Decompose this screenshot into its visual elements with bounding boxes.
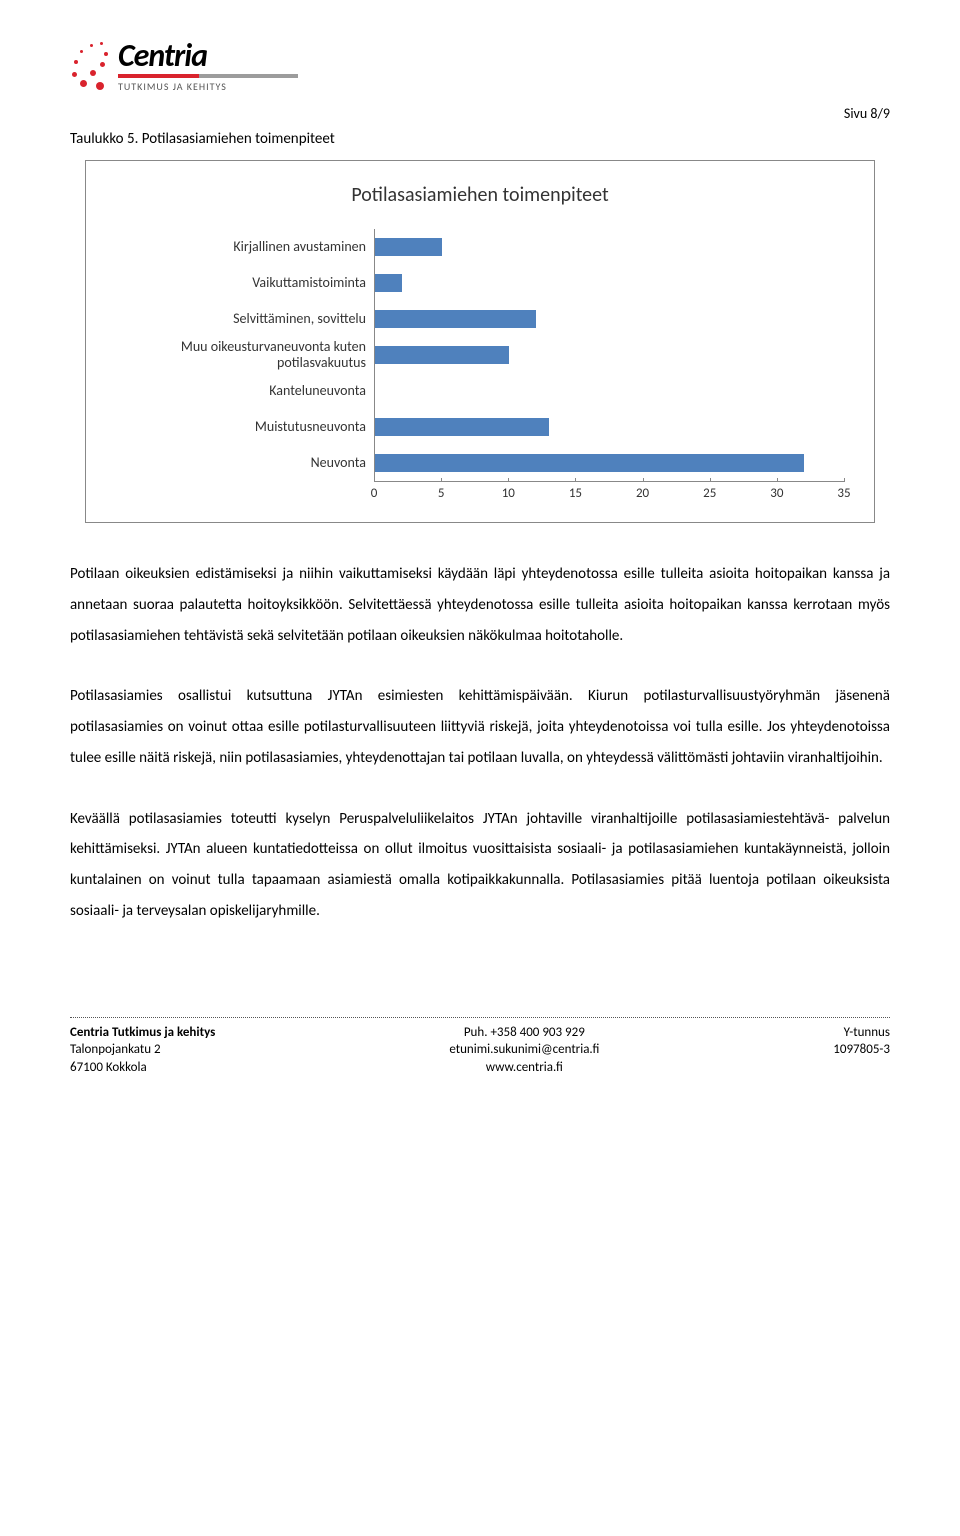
chart-bar-track bbox=[374, 265, 844, 301]
body-text-container: Potilaan oikeuksien edistämiseksi ja nii… bbox=[70, 559, 890, 927]
chart-bar bbox=[375, 274, 402, 292]
logo-name: Centria bbox=[118, 40, 298, 72]
chart-bar-track bbox=[374, 337, 844, 373]
chart-tick-label: 25 bbox=[703, 486, 716, 501]
chart-row: Muistutusneuvonta bbox=[124, 409, 844, 445]
footer-org: Centria Tutkimus ja kehitys bbox=[70, 1024, 215, 1042]
chart-x-axis: 05101520253035 bbox=[124, 481, 844, 502]
chart-row: Muu oikeusturvaneuvonta kuten potilasvak… bbox=[124, 337, 844, 373]
chart-bar bbox=[375, 454, 804, 472]
footer-addr1: Talonpojankatu 2 bbox=[70, 1041, 215, 1059]
chart-container: Potilasasiamiehen toimenpiteet Kirjallin… bbox=[85, 160, 875, 523]
chart-bar-track bbox=[374, 229, 844, 265]
chart-bar bbox=[375, 238, 442, 256]
chart-tick-label: 10 bbox=[502, 486, 515, 501]
chart-category-label: Vaikuttamistoiminta bbox=[124, 275, 374, 291]
chart-title: Potilasasiamiehen toimenpiteet bbox=[116, 183, 844, 207]
chart-plot-area: Kirjallinen avustaminen Vaikuttamistoimin… bbox=[124, 229, 844, 502]
footer-right: Y-tunnus 1097805-3 bbox=[833, 1024, 890, 1077]
footer-left: Centria Tutkimus ja kehitys Talonpojanka… bbox=[70, 1024, 215, 1077]
footer-email: etunimi.sukunimi@centria.fi bbox=[449, 1041, 599, 1059]
chart-row: Kirjallinen avustaminen bbox=[124, 229, 844, 265]
chart-category-label: Muu oikeusturvaneuvonta kuten potilasvak… bbox=[124, 339, 374, 371]
chart-category-label: Kirjallinen avustaminen bbox=[124, 239, 374, 255]
chart-category-label: Muistutusneuvonta bbox=[124, 419, 374, 435]
footer-center: Puh. +358 400 903 929 etunimi.sukunimi@c… bbox=[449, 1024, 599, 1077]
header-logo: Centria TUTKIMUS JA KEHITYS bbox=[70, 40, 890, 93]
chart-tick-label: 5 bbox=[438, 486, 445, 501]
footer-web: www.centria.fi bbox=[449, 1059, 599, 1077]
chart-bar-track bbox=[374, 373, 844, 409]
chart-tick-label: 15 bbox=[569, 486, 582, 501]
chart-category-label: Selvittäminen, sovittelu bbox=[124, 311, 374, 327]
chart-row: Selvittäminen, sovittelu bbox=[124, 301, 844, 337]
chart-tick-label: 30 bbox=[770, 486, 783, 501]
page-number: Sivu 8/9 bbox=[70, 105, 890, 122]
chart-bar bbox=[375, 310, 536, 328]
footer-addr2: 67100 Kokkola bbox=[70, 1059, 215, 1077]
chart-bar-track bbox=[374, 409, 844, 445]
logo-separator bbox=[118, 74, 298, 78]
body-paragraph: Keväällä potilasasiamies toteutti kysely… bbox=[70, 804, 890, 927]
logo-text: Centria TUTKIMUS JA KEHITYS bbox=[118, 40, 298, 93]
body-paragraph: Potilaan oikeuksien edistämiseksi ja nii… bbox=[70, 559, 890, 651]
logo-mark bbox=[70, 40, 112, 90]
table-caption: Taulukko 5. Potilasasiamiehen toimenpite… bbox=[70, 130, 890, 148]
chart-bar bbox=[375, 346, 509, 364]
logo-subtitle: TUTKIMUS JA KEHITYS bbox=[118, 80, 298, 93]
chart-bar-track bbox=[374, 301, 844, 337]
chart-category-label: Neuvonta bbox=[124, 455, 374, 471]
body-paragraph: Potilasasiamies osallistui kutsuttuna JY… bbox=[70, 681, 890, 773]
footer-phone: Puh. +358 400 903 929 bbox=[449, 1024, 599, 1042]
footer-ytunnus-label: Y-tunnus bbox=[833, 1024, 890, 1042]
chart-bar-track bbox=[374, 445, 844, 481]
chart-row: Vaikuttamistoiminta bbox=[124, 265, 844, 301]
page-footer: Centria Tutkimus ja kehitys Talonpojanka… bbox=[70, 1017, 890, 1077]
chart-row: Kanteluneuvonta bbox=[124, 373, 844, 409]
chart-tick-label: 20 bbox=[636, 486, 649, 501]
chart-tick-label: 35 bbox=[837, 486, 850, 501]
chart-bar bbox=[375, 418, 549, 436]
chart-tick-label: 0 bbox=[371, 486, 378, 501]
chart-category-label: Kanteluneuvonta bbox=[124, 383, 374, 399]
chart-row: Neuvonta bbox=[124, 445, 844, 481]
footer-ytunnus-value: 1097805-3 bbox=[833, 1041, 890, 1059]
